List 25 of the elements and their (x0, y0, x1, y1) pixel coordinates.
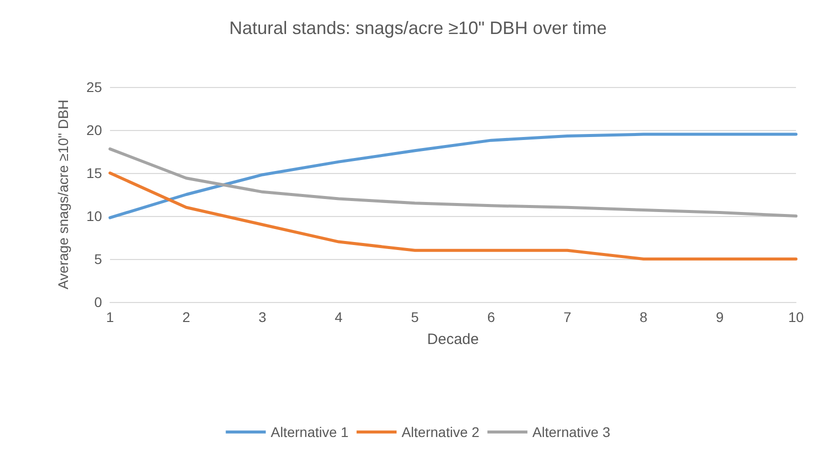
y-tick-label: 15 (86, 165, 102, 181)
x-tick-label: 7 (563, 309, 572, 325)
line-series (108, 147, 798, 218)
x-axis-title: Decade (427, 331, 479, 348)
line-series (108, 172, 798, 260)
x-tick-label: 10 (788, 309, 804, 325)
x-tick-label: 8 (640, 309, 648, 325)
line-series (108, 132, 798, 220)
y-tick-label: 0 (94, 294, 102, 310)
y-axis-title: Average snags/acre ≥10" DBH (55, 100, 71, 290)
x-tick-label: 9 (716, 309, 724, 325)
x-tick-label: 3 (258, 309, 267, 325)
x-tick-label: 2 (182, 309, 190, 325)
y-tick-label: 25 (86, 79, 102, 95)
x-tick-label: 6 (487, 309, 496, 325)
y-tick-label: 5 (94, 251, 102, 267)
chart-title: Natural stands: snags/acre ≥10" DBH over time (229, 18, 607, 38)
x-tick-label: 1 (106, 309, 114, 325)
x-tick-label: 4 (334, 309, 343, 325)
y-tick-label: 10 (86, 208, 102, 224)
legend-label: Alternative 1 (270, 424, 349, 440)
x-tick-label: 5 (410, 309, 419, 325)
legend-label: Alternative 2 (402, 424, 480, 440)
y-tick-label: 20 (86, 122, 102, 138)
legend-label: Alternative 3 (532, 424, 610, 440)
